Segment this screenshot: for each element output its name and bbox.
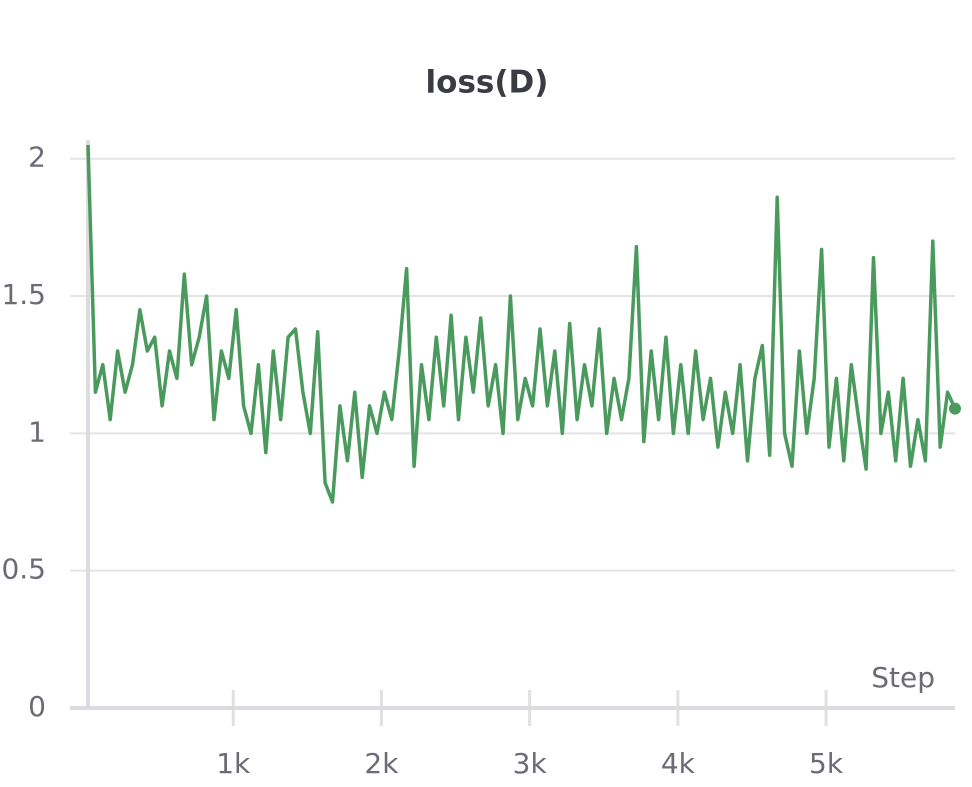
y-tick-label: 0.5	[1, 553, 46, 586]
x-tick-label: 1k	[216, 747, 251, 780]
end-point	[949, 402, 961, 415]
chart-title: loss(D)	[426, 65, 549, 101]
data-line	[86, 144, 957, 504]
y-tick-label: 1.5	[1, 278, 46, 311]
y-tick-label: 1	[28, 415, 46, 448]
x-tick-label: 3k	[513, 747, 548, 780]
x-axis-label: Step	[871, 661, 935, 694]
y-tick-label: 0	[28, 690, 46, 723]
x-tick-label: 2k	[364, 747, 399, 780]
x-tick-label: 5k	[809, 747, 844, 780]
y-tick-label: 2	[28, 141, 46, 174]
x-tick-label: 4k	[661, 747, 696, 780]
